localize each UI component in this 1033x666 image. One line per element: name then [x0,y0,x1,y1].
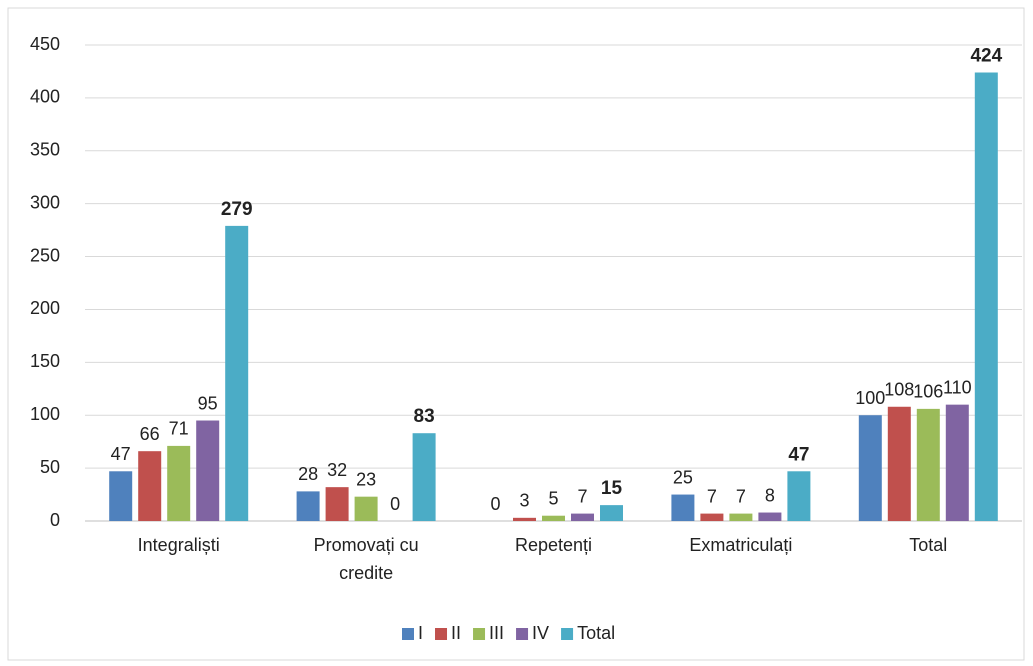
bar [109,471,133,521]
bar [758,512,782,521]
legend-label: Total [577,623,615,643]
bar [196,420,220,521]
bar [296,491,320,521]
legend-label: I [418,623,423,643]
x-tick-label: Integraliști [138,535,220,555]
x-tick-label: Promovați cu credite [314,535,419,583]
bar [858,415,882,521]
data-label: 108 [884,380,914,400]
bar [729,513,753,521]
legend-swatch [473,628,486,640]
data-label: 28 [298,464,318,484]
bar [700,513,724,521]
bar [167,445,191,521]
y-tick-label: 250 [30,245,60,265]
data-label: 15 [601,478,623,499]
legend-label: II [451,623,461,643]
bar [225,225,249,521]
bar [325,487,349,521]
legend-swatch [561,628,574,640]
data-label: 66 [140,424,160,444]
chart-frame [7,7,1025,661]
y-tick-label: 350 [30,140,60,160]
data-label: 0 [390,494,400,514]
bar [412,433,436,521]
bar [513,517,536,521]
x-tick-label: Repetenți [515,535,592,555]
data-label: 279 [221,199,253,220]
bar [354,496,378,521]
data-label: 100 [855,388,885,408]
y-tick-label: 100 [30,404,60,424]
data-label: 7 [736,486,746,506]
y-tick-label: 0 [50,510,60,530]
data-label: 7 [707,486,717,506]
legend-label: III [489,623,504,643]
bar [916,408,940,521]
data-label: 0 [490,494,500,514]
bar [600,505,623,521]
data-label: 7 [577,486,587,506]
bar [974,72,998,521]
bar [887,406,911,521]
data-label: 47 [111,444,131,464]
x-tick-label: Exmatriculați [689,535,792,555]
data-label: 106 [913,382,943,402]
data-label: 5 [548,488,558,508]
data-label: 47 [788,444,809,465]
y-tick-label: 150 [30,351,60,371]
x-tick-label: Total [909,535,947,555]
data-label: 3 [519,491,529,511]
legend: I II III IV Total [402,623,615,643]
bar [542,515,565,521]
bar [571,513,594,521]
bar [945,404,969,521]
data-label: 95 [198,393,218,413]
data-label: 424 [970,46,1002,67]
legend-swatch [516,628,529,640]
y-tick-label: 400 [30,87,60,107]
bar [787,471,811,521]
y-tick-label: 50 [40,457,60,477]
y-tick-label: 450 [30,34,60,54]
data-label: 23 [356,469,376,489]
legend-label: IV [532,623,549,643]
data-label: 8 [765,485,775,505]
data-label: 25 [673,467,693,487]
data-label: 110 [943,377,972,397]
bar [138,451,162,521]
data-label: 71 [169,419,189,439]
y-tick-label: 300 [30,192,60,212]
bar [671,494,695,521]
legend-swatch [402,628,414,640]
data-label: 83 [414,406,435,427]
legend-swatch [435,628,448,640]
y-tick-label: 200 [30,298,60,318]
data-label: 32 [327,460,347,480]
